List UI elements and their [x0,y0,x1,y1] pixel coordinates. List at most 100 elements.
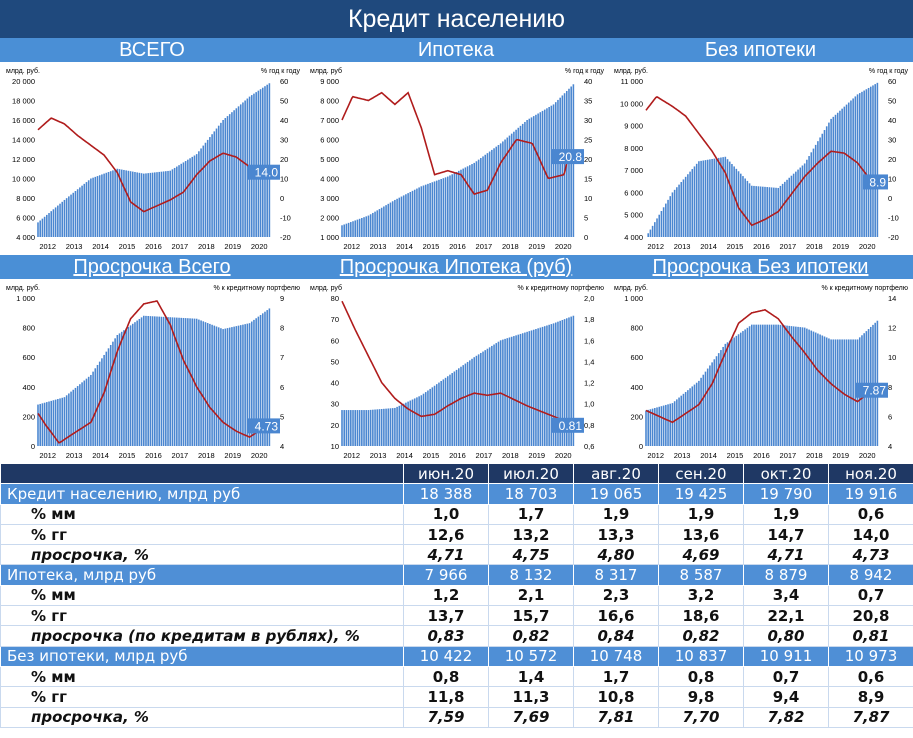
x-tick-label: 2015 [423,451,440,460]
bar [233,110,235,237]
right-tick-label: 1,6 [584,336,594,345]
table-cell: 19 916 [828,483,913,505]
bar [854,96,857,237]
bar [746,180,749,237]
left-axis-unit: млрд. руб [310,284,342,292]
table-cell: 22,1 [743,605,829,627]
bar [206,323,209,446]
bar [228,114,231,237]
bar [195,318,198,446]
bar [356,219,359,237]
left-axis-unit: млрд. руб. [614,67,648,75]
bar [691,386,694,446]
table-cell: 14,7 [743,523,829,546]
bar [720,350,722,446]
bar [380,207,383,237]
bar [728,161,731,237]
bar [81,382,83,446]
bar [72,389,75,446]
bar [341,410,343,446]
chart-svg: млрд. руб. % год к году 20 000 18 000 16 000… [6,67,300,251]
bar [502,141,504,237]
bar [684,391,687,446]
last-value-tag-bg [863,174,888,190]
bar [189,318,191,446]
row-label: % гг [0,686,404,708]
left-tick-label: 2 000 [320,214,339,223]
bar [546,108,548,237]
bar [257,90,260,238]
bar [52,209,55,237]
bar [513,336,515,446]
bar [713,359,716,446]
table-cell: 4,71 [743,544,829,566]
x-tick-label: 2015 [727,451,744,460]
right-axis-unit: % к кредитному портфелю [517,285,604,292]
bar [136,320,138,446]
right-tick-label: 12 [888,324,896,333]
right-tick-label: 1,2 [584,379,594,388]
table-row: просрочка (по кредитам в рублях), % 0,83 0… [0,625,913,647]
table-cell: 0,80 [743,625,829,647]
table-cell: 14,0 [828,523,913,546]
bar [94,368,97,446]
bar [413,398,416,446]
bar [435,384,438,446]
bar [220,122,222,237]
bar [411,399,414,446]
table-cell: 4,80 [573,544,659,566]
left-tick-label: 40 [331,379,339,388]
bar [367,215,370,237]
bar [506,338,509,446]
bar [427,390,429,446]
bar [568,317,570,446]
bar [557,99,559,237]
bar [242,324,244,446]
bar [171,169,174,237]
bar [242,102,244,237]
bar [435,180,438,237]
bar [700,160,702,237]
bar [458,170,460,237]
table-cell: 0,84 [573,625,659,647]
table-cell: 1,9 [573,503,659,525]
bar [61,201,64,237]
bar [475,355,478,446]
bar-series [341,84,575,238]
bar [839,339,841,446]
bar [231,327,233,446]
x-tick-label: 2020 [555,451,572,460]
bar [92,371,94,446]
bar [504,139,506,237]
bar [129,325,132,446]
bar [781,183,784,237]
bar [550,105,553,237]
table-cell: 1,2 [403,584,489,607]
bar [431,387,434,446]
x-tick-label: 2012 [647,451,664,460]
table-cell: 18,6 [658,605,744,627]
left-tick-label: 10 [331,442,339,451]
bar [37,404,39,446]
bar [105,351,108,446]
bar [656,407,658,446]
right-axis-unit: % к кредитному портфелю [821,285,908,292]
bar [676,399,678,446]
bar [204,142,207,237]
right-tick-label: 7 [280,353,284,362]
section-title-overdue-mortgage: Просрочка Ипотека (руб) [304,255,608,279]
x-tick-label: 2016 [145,242,162,251]
bar [874,84,876,238]
x-tick-label: 2015 [119,242,136,251]
bar [385,408,387,446]
bar [136,172,138,237]
left-axis-unit: млрд. руб. [614,284,648,292]
table-cell: 8,9 [828,686,913,708]
table-cell: 3,4 [743,584,829,607]
right-tick-label: 8 [280,324,284,333]
bar [70,391,72,446]
bar [471,164,473,237]
bar [817,333,819,446]
bar [261,313,264,446]
bar [76,189,79,237]
